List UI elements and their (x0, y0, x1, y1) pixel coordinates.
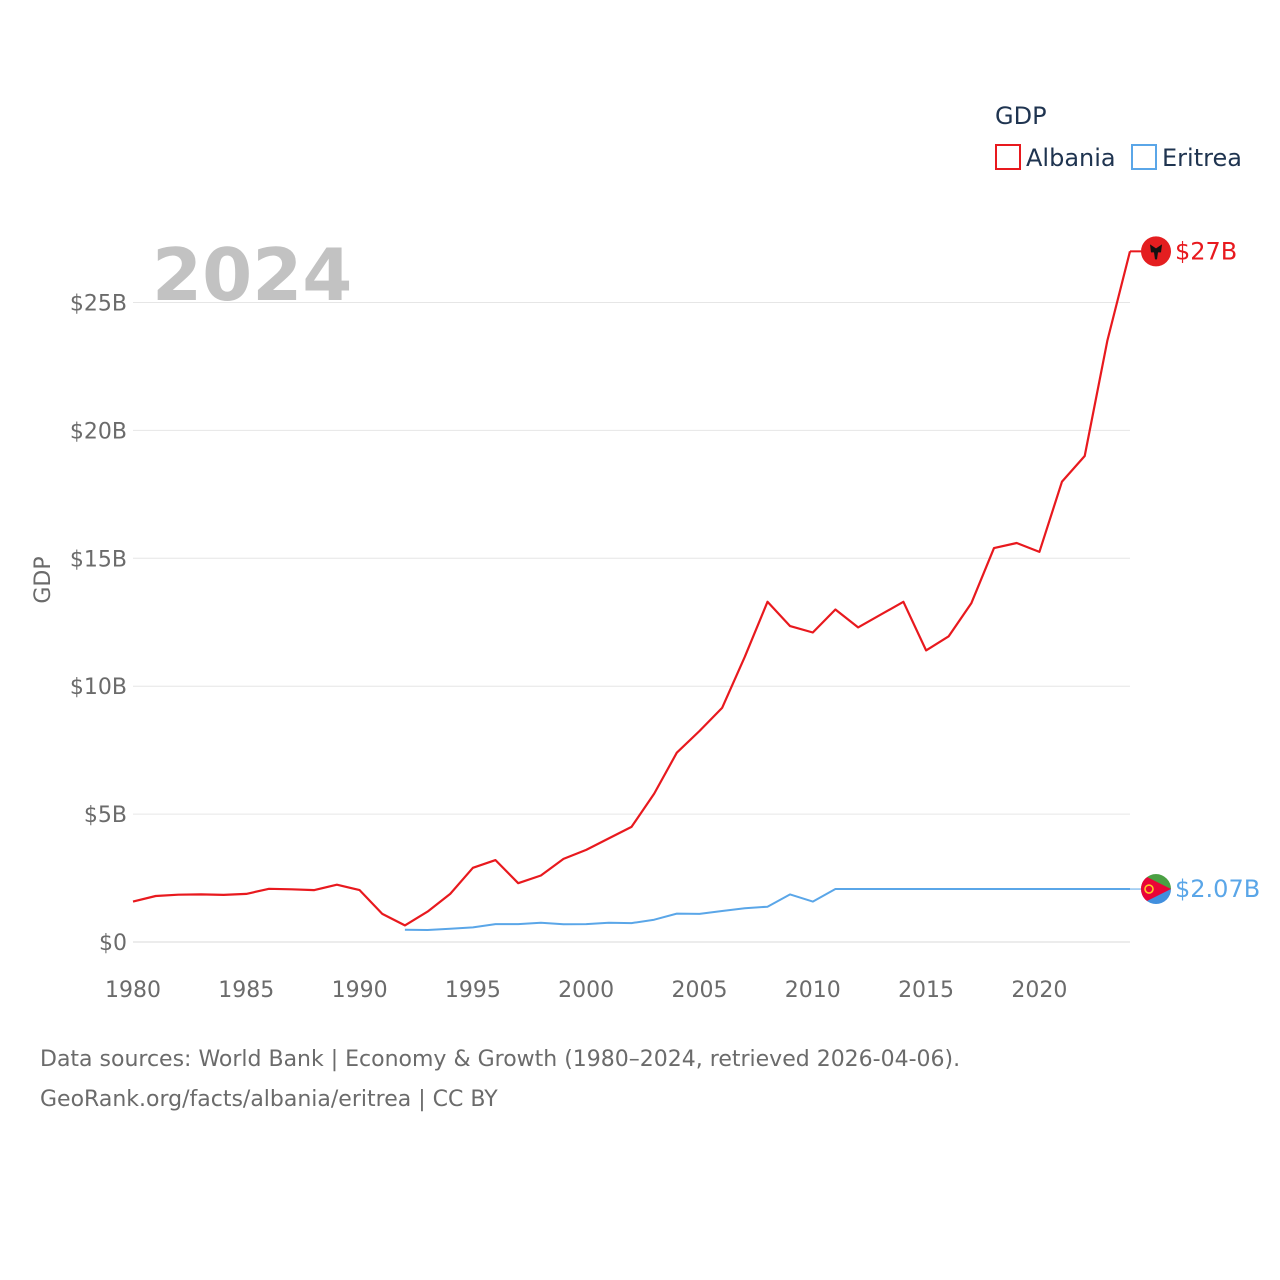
x-tick-label: 1990 (332, 978, 388, 1003)
footer-attribution[interactable]: GeoRank.org/facts/albania/eritrea | CC B… (40, 1087, 498, 1112)
y-tick-label: $25B (70, 292, 127, 317)
legend-label-eritrea: Eritrea (1162, 144, 1242, 172)
series-line-eritrea (404, 888, 1130, 931)
y-tick-label: $0 (99, 931, 127, 956)
y-tick-label: $5B (84, 803, 127, 828)
series-layer (132, 251, 1132, 931)
x-tick-label: 1995 (445, 978, 501, 1003)
footer: Data sources: World Bank | Economy & Gro… (40, 1040, 1240, 1120)
grid-lines (133, 302, 1130, 943)
x-tick-label: 1980 (105, 978, 161, 1003)
legend-swatch-eritrea (1131, 144, 1157, 170)
x-tick-label: 1985 (218, 978, 274, 1003)
end-label-eritrea: $2.07B (1175, 875, 1260, 903)
x-tick-label: 2000 (558, 978, 614, 1003)
y-tick-label: $15B (70, 547, 127, 572)
footer-sources: Data sources: World Bank | Economy & Gro… (40, 1047, 961, 1072)
y-tick-label: $20B (70, 419, 127, 444)
eritrea-flag-icon (1141, 874, 1171, 905)
end-label-albania: $27B (1175, 237, 1237, 265)
gdp-line-chart: $0 $5B $10B $15B $20B $25B 1980 1985 1990 1995 20… (31, 102, 1260, 1003)
x-tick-label: 2015 (898, 978, 954, 1003)
legend-item-eritrea[interactable]: Eritrea (1131, 144, 1242, 172)
y-axis-label: GDP (31, 556, 56, 603)
legend-item-albania[interactable]: Albania (995, 144, 1116, 172)
albania-flag-icon (1141, 236, 1171, 267)
x-tick-label: 2020 (1011, 978, 1067, 1003)
x-tick-label: 2005 (671, 978, 727, 1003)
legend: GDP Albania Eritrea (995, 102, 1242, 172)
end-markers: $27B $2.07B (1130, 236, 1260, 905)
x-tick-label: 2010 (785, 978, 841, 1003)
series-line-albania (132, 251, 1132, 927)
year-label: 2024 (152, 233, 352, 317)
y-tick-label: $10B (70, 675, 127, 700)
legend-swatch-albania (995, 144, 1021, 170)
y-axis-ticks: $0 $5B $10B $15B $20B $25B (70, 292, 127, 957)
legend-label-albania: Albania (1026, 144, 1116, 172)
x-axis-ticks: 1980 1985 1990 1995 2000 2005 2010 2015 2020 (105, 978, 1067, 1003)
legend-title: GDP (995, 102, 1047, 130)
